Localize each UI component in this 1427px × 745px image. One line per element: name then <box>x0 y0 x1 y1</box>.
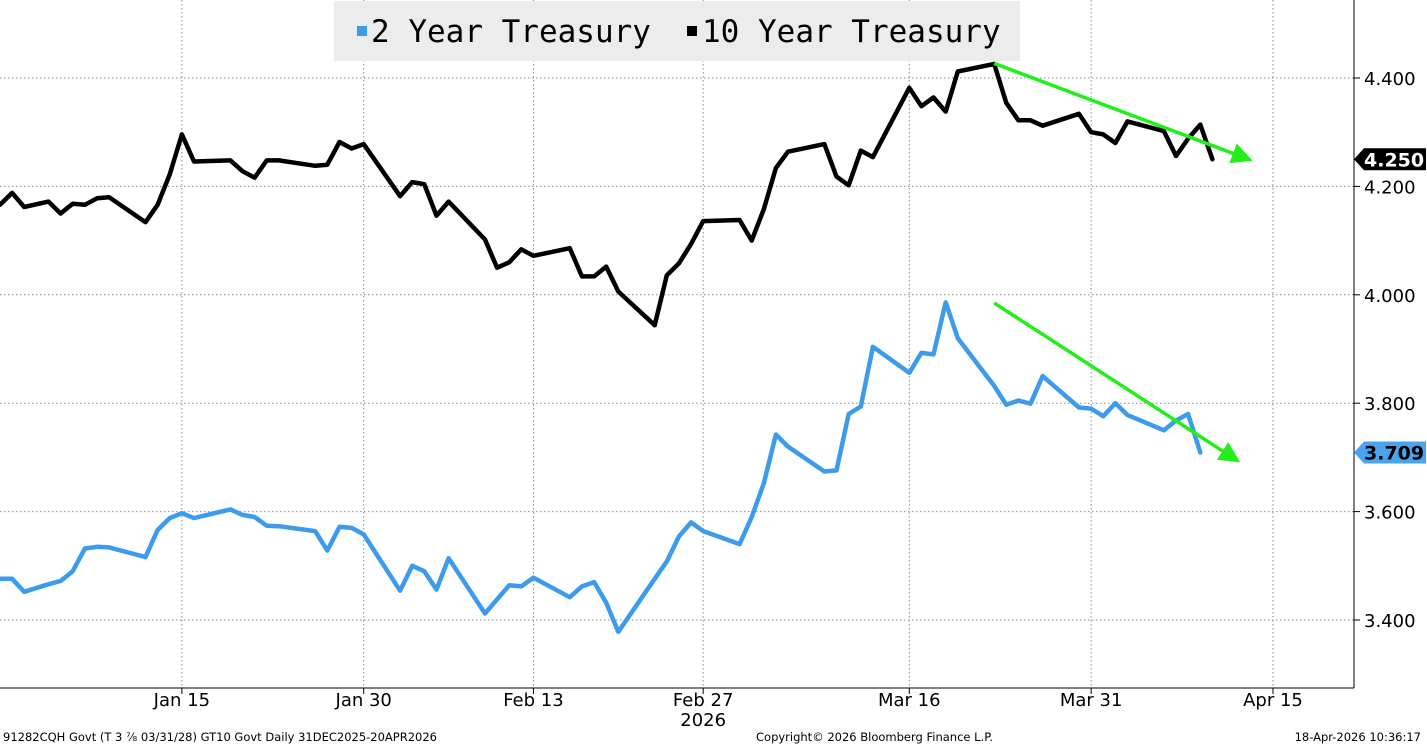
axes: 4.400 4.200 4.000 3.800 3.600 3.400 Jan 15 Jan … <box>0 0 1416 731</box>
last-value-2y: 3.709 <box>1364 443 1424 465</box>
legend-swatch-10y <box>687 26 697 36</box>
footer-copyright: Copyright© 2026 Bloomberg Finance L.P. <box>756 730 993 744</box>
trend-arrows <box>993 61 1253 463</box>
trend-arrow-10y <box>993 61 1253 164</box>
x-year-label: 2026 <box>680 710 726 731</box>
legend: 2 Year Treasury 10 Year Treasury <box>334 1 1020 61</box>
legend-swatch-2y <box>357 26 367 36</box>
y-tick-label: 3.400 <box>1364 611 1416 632</box>
footer-timestamp: 18-Apr-2026 10:36:17 <box>1294 730 1421 744</box>
footer-security-info: 91282CQH Govt (T 3 ⅞ 03/31/28) GT10 Govt… <box>3 730 437 744</box>
y-tick-label: 3.600 <box>1364 503 1416 524</box>
plot-area <box>0 0 1354 688</box>
last-value-10y: 4.250 <box>1364 149 1424 171</box>
x-tick-label: Mar 31 <box>1060 690 1123 711</box>
x-tick-label: Feb 27 <box>673 690 734 711</box>
x-tick-label: Jan 30 <box>335 690 392 711</box>
y-tick-label: 3.800 <box>1364 394 1416 415</box>
series-lines <box>0 61 1215 635</box>
y-tick-label: 4.200 <box>1364 177 1416 198</box>
legend-label-2y: 2 Year Treasury <box>371 14 651 50</box>
last-value-tag-2y <box>1354 441 1426 464</box>
x-tick-label: Jan 15 <box>153 690 210 711</box>
trend-arrow-2y <box>993 301 1241 463</box>
x-tick-label: Apr 15 <box>1243 690 1303 711</box>
y-tick-label: 4.000 <box>1364 286 1416 307</box>
y-tick-label: 4.400 <box>1364 69 1416 90</box>
legend-label-10y: 10 Year Treasury <box>702 14 1001 50</box>
x-tick-label: Feb 13 <box>503 690 564 711</box>
gridlines <box>0 0 1354 688</box>
last-value-labels: 3.709 4.250 <box>1354 148 1426 465</box>
last-value-tag-10y <box>1354 148 1426 171</box>
series-line-10y <box>0 61 1215 328</box>
x-tick-label: Mar 16 <box>878 690 941 711</box>
series-line-2y <box>0 300 1203 635</box>
legend-background <box>334 1 1020 61</box>
